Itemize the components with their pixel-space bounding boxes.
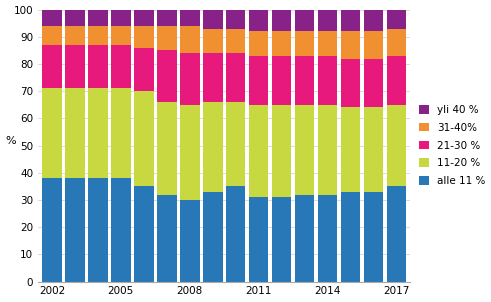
- Bar: [226, 29, 246, 53]
- Bar: [387, 10, 407, 29]
- Bar: [65, 178, 84, 281]
- Bar: [203, 29, 222, 53]
- Bar: [88, 10, 108, 26]
- Bar: [341, 192, 360, 281]
- Bar: [364, 31, 383, 59]
- Bar: [272, 31, 292, 56]
- Bar: [249, 31, 269, 56]
- Bar: [249, 105, 269, 197]
- Bar: [88, 26, 108, 45]
- Bar: [226, 10, 246, 29]
- Bar: [341, 108, 360, 192]
- Bar: [88, 178, 108, 281]
- Bar: [387, 29, 407, 56]
- Bar: [295, 10, 314, 31]
- Bar: [203, 192, 222, 281]
- Bar: [42, 178, 62, 281]
- Bar: [387, 186, 407, 281]
- Bar: [387, 56, 407, 105]
- Bar: [180, 26, 199, 53]
- Bar: [249, 10, 269, 31]
- Bar: [318, 194, 337, 281]
- Bar: [65, 45, 84, 88]
- Bar: [226, 53, 246, 102]
- Bar: [318, 31, 337, 56]
- Bar: [42, 26, 62, 45]
- Bar: [180, 53, 199, 105]
- Bar: [295, 56, 314, 105]
- Bar: [65, 10, 84, 26]
- Bar: [111, 178, 131, 281]
- Bar: [111, 88, 131, 178]
- Bar: [134, 48, 154, 91]
- Bar: [341, 10, 360, 31]
- Bar: [180, 105, 199, 200]
- Bar: [226, 102, 246, 186]
- Bar: [364, 59, 383, 108]
- Bar: [111, 26, 131, 45]
- Bar: [318, 56, 337, 105]
- Bar: [42, 45, 62, 88]
- Bar: [272, 10, 292, 31]
- Bar: [272, 197, 292, 281]
- Bar: [157, 102, 177, 194]
- Bar: [203, 10, 222, 29]
- Bar: [88, 45, 108, 88]
- Bar: [134, 91, 154, 186]
- Bar: [180, 10, 199, 26]
- Bar: [364, 10, 383, 31]
- Bar: [318, 105, 337, 194]
- Bar: [295, 31, 314, 56]
- Bar: [42, 88, 62, 178]
- Bar: [295, 194, 314, 281]
- Y-axis label: %: %: [5, 136, 16, 146]
- Bar: [157, 10, 177, 26]
- Bar: [65, 88, 84, 178]
- Bar: [157, 194, 177, 281]
- Bar: [203, 102, 222, 192]
- Bar: [364, 108, 383, 192]
- Bar: [180, 200, 199, 281]
- Bar: [65, 26, 84, 45]
- Bar: [134, 10, 154, 26]
- Bar: [272, 56, 292, 105]
- Legend: yli 40 %, 31-40%, 21-30 %, 11-20 %, alle 11 %: yli 40 %, 31-40%, 21-30 %, 11-20 %, alle…: [419, 105, 486, 186]
- Bar: [88, 88, 108, 178]
- Bar: [157, 26, 177, 50]
- Bar: [134, 186, 154, 281]
- Bar: [341, 31, 360, 59]
- Bar: [111, 10, 131, 26]
- Bar: [318, 10, 337, 31]
- Bar: [157, 50, 177, 102]
- Bar: [203, 53, 222, 102]
- Bar: [134, 26, 154, 48]
- Bar: [226, 186, 246, 281]
- Bar: [364, 192, 383, 281]
- Bar: [272, 105, 292, 197]
- Bar: [387, 105, 407, 186]
- Bar: [111, 45, 131, 88]
- Bar: [249, 197, 269, 281]
- Bar: [341, 59, 360, 108]
- Bar: [295, 105, 314, 194]
- Bar: [249, 56, 269, 105]
- Bar: [42, 10, 62, 26]
